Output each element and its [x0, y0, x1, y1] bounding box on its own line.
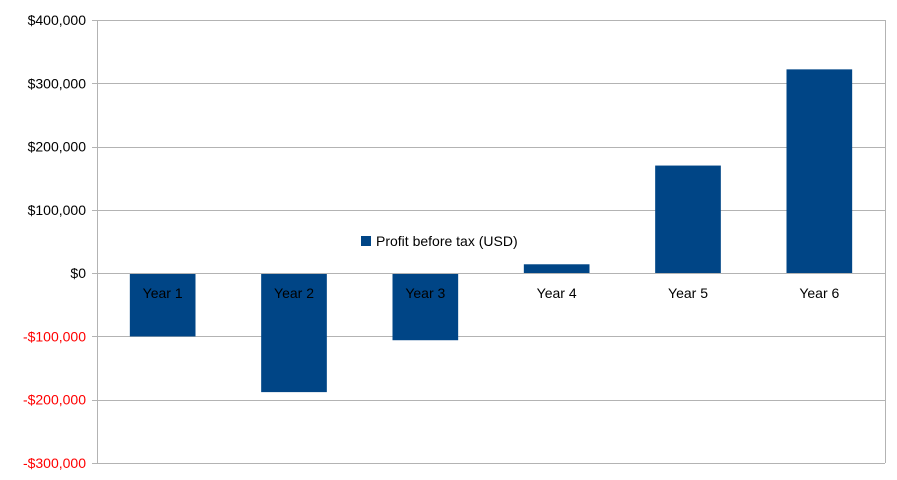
x-category-label: Year 6	[799, 285, 839, 301]
y-tick-label: $300,000	[28, 75, 87, 91]
bar-year-3	[392, 273, 459, 341]
legend-swatch	[361, 236, 371, 246]
x-category-label: Year 1	[143, 285, 183, 301]
x-category-label: Year 4	[537, 285, 577, 301]
x-category-label: Year 2	[274, 285, 314, 301]
bar-year-4	[523, 264, 590, 274]
y-tick-label: $200,000	[28, 139, 87, 155]
y-tick-label: -$200,000	[23, 392, 86, 408]
bar-year-2	[261, 273, 327, 393]
y-axis-tick-labels: $400,000 $300,000 $200,000 $100,000 $0 -$100,…	[23, 12, 86, 471]
bar-year-1	[129, 273, 196, 337]
x-axis-category-labels: Year 1 Year 2 Year 3 Year 4 Year 5 Year 6	[143, 285, 840, 301]
bar-year-5	[655, 165, 721, 274]
y-tick-label: $0	[70, 265, 86, 281]
x-category-label: Year 3	[405, 285, 445, 301]
axes	[97, 20, 886, 463]
y-tick-label: -$100,000	[23, 328, 86, 344]
bar-year-6	[786, 69, 853, 274]
x-category-label: Year 5	[668, 285, 708, 301]
bars	[129, 69, 853, 393]
legend: Profit before tax (USD)	[361, 233, 518, 249]
y-tick-label: -$300,000	[23, 455, 86, 471]
y-tick-label: $400,000	[28, 12, 87, 28]
y-tick-label: $100,000	[28, 202, 87, 218]
legend-label: Profit before tax (USD)	[376, 233, 518, 249]
